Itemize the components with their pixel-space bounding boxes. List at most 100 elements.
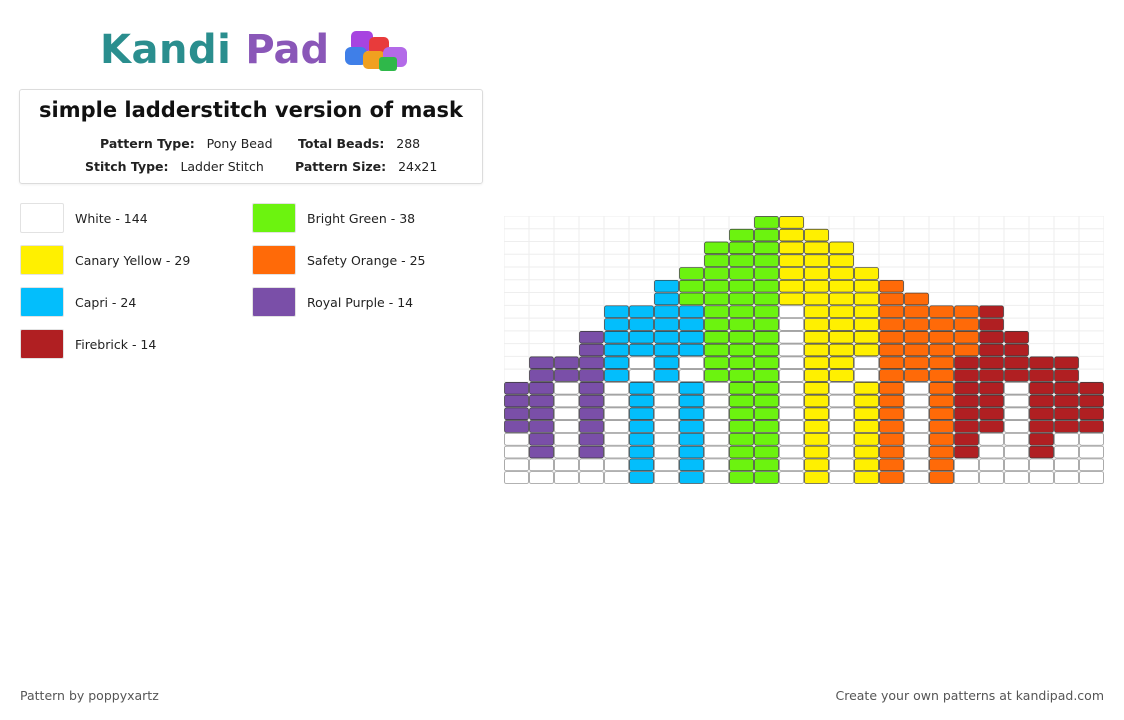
- bead: [654, 382, 679, 395]
- legend-label: Safety Orange - 25: [307, 252, 426, 268]
- bead: [754, 216, 779, 229]
- bead: [504, 433, 529, 446]
- bead: [654, 343, 679, 357]
- bead: [754, 343, 779, 357]
- bead: [954, 433, 979, 446]
- bead: [604, 471, 629, 484]
- bead: [979, 343, 1004, 357]
- bead: [679, 433, 704, 446]
- color-swatch: [20, 245, 64, 275]
- bead: [529, 356, 554, 369]
- bead: [629, 433, 654, 446]
- beads-logo-icon: [345, 31, 408, 71]
- bead: [804, 356, 829, 369]
- bead: [654, 292, 679, 306]
- bead: [829, 343, 854, 357]
- bead: [629, 369, 654, 382]
- bead: [704, 330, 729, 344]
- bead: [779, 228, 804, 242]
- bead: [604, 445, 629, 459]
- bead: [1079, 471, 1104, 484]
- bead: [804, 471, 829, 484]
- bead: [554, 471, 579, 484]
- bead: [904, 369, 929, 382]
- bead: [804, 343, 829, 357]
- bead: [1079, 394, 1104, 408]
- bead: [504, 382, 529, 395]
- bead: [754, 318, 779, 331]
- bead: [929, 420, 954, 433]
- legend-label: Royal Purple - 14: [307, 294, 414, 310]
- bead: [929, 343, 954, 357]
- kandipad-logo[interactable]: Kandi Pad: [100, 22, 417, 78]
- bead: [654, 407, 679, 421]
- total-beads-label: Total Beads:: [298, 136, 385, 151]
- bead: [504, 394, 529, 408]
- legend-label: Firebrick - 14: [75, 336, 157, 352]
- bead: [829, 292, 854, 306]
- bead: [704, 445, 729, 459]
- bead: [954, 382, 979, 395]
- bead: [904, 458, 929, 472]
- legend-label: Canary Yellow - 29: [75, 252, 191, 268]
- bead: [729, 407, 754, 421]
- bead: [854, 394, 879, 408]
- bead: [754, 292, 779, 306]
- bead: [954, 369, 979, 382]
- bead: [529, 382, 554, 395]
- bead: [754, 471, 779, 484]
- bead: [679, 279, 704, 293]
- bead: [954, 356, 979, 369]
- kandipad-link[interactable]: Create your own patterns at kandipad.com: [835, 688, 1104, 703]
- bead: [529, 420, 554, 433]
- bead: [779, 267, 804, 280]
- bead: [754, 407, 779, 421]
- legend-label: Capri - 24: [75, 294, 137, 310]
- bead: [729, 394, 754, 408]
- bead: [729, 458, 754, 472]
- bead: [829, 471, 854, 484]
- bead: [929, 394, 954, 408]
- legend-item: Safety Orange - 25: [252, 244, 426, 276]
- bead: [654, 369, 679, 382]
- bead: [954, 318, 979, 331]
- bead-pattern-grid: [504, 216, 1104, 484]
- bead: [1029, 356, 1054, 369]
- bead: [704, 267, 729, 280]
- bead: [1054, 433, 1079, 446]
- bead: [1079, 420, 1104, 433]
- bead: [829, 394, 854, 408]
- bead: [754, 241, 779, 255]
- pattern-size-value: 24x21: [398, 159, 438, 174]
- bead: [779, 369, 804, 382]
- bead: [679, 318, 704, 331]
- bead: [629, 394, 654, 408]
- bead: [1004, 445, 1029, 459]
- bead: [679, 305, 704, 318]
- bead: [829, 318, 854, 331]
- bead: [579, 471, 604, 484]
- bead: [704, 254, 729, 267]
- bead: [754, 394, 779, 408]
- bead: [779, 241, 804, 255]
- bead: [954, 420, 979, 433]
- bead: [829, 369, 854, 382]
- bead: [754, 228, 779, 242]
- bead: [1054, 420, 1079, 433]
- bead: [754, 458, 779, 472]
- bead: [729, 267, 754, 280]
- bead: [729, 318, 754, 331]
- bead: [604, 382, 629, 395]
- bead: [729, 228, 754, 242]
- bead: [729, 343, 754, 357]
- bead: [579, 420, 604, 433]
- bead: [879, 433, 904, 446]
- bead: [879, 305, 904, 318]
- bead: [954, 458, 979, 472]
- bead: [979, 356, 1004, 369]
- bead: [629, 343, 654, 357]
- bead: [554, 394, 579, 408]
- bead: [704, 471, 729, 484]
- bead: [1079, 458, 1104, 472]
- bead: [779, 356, 804, 369]
